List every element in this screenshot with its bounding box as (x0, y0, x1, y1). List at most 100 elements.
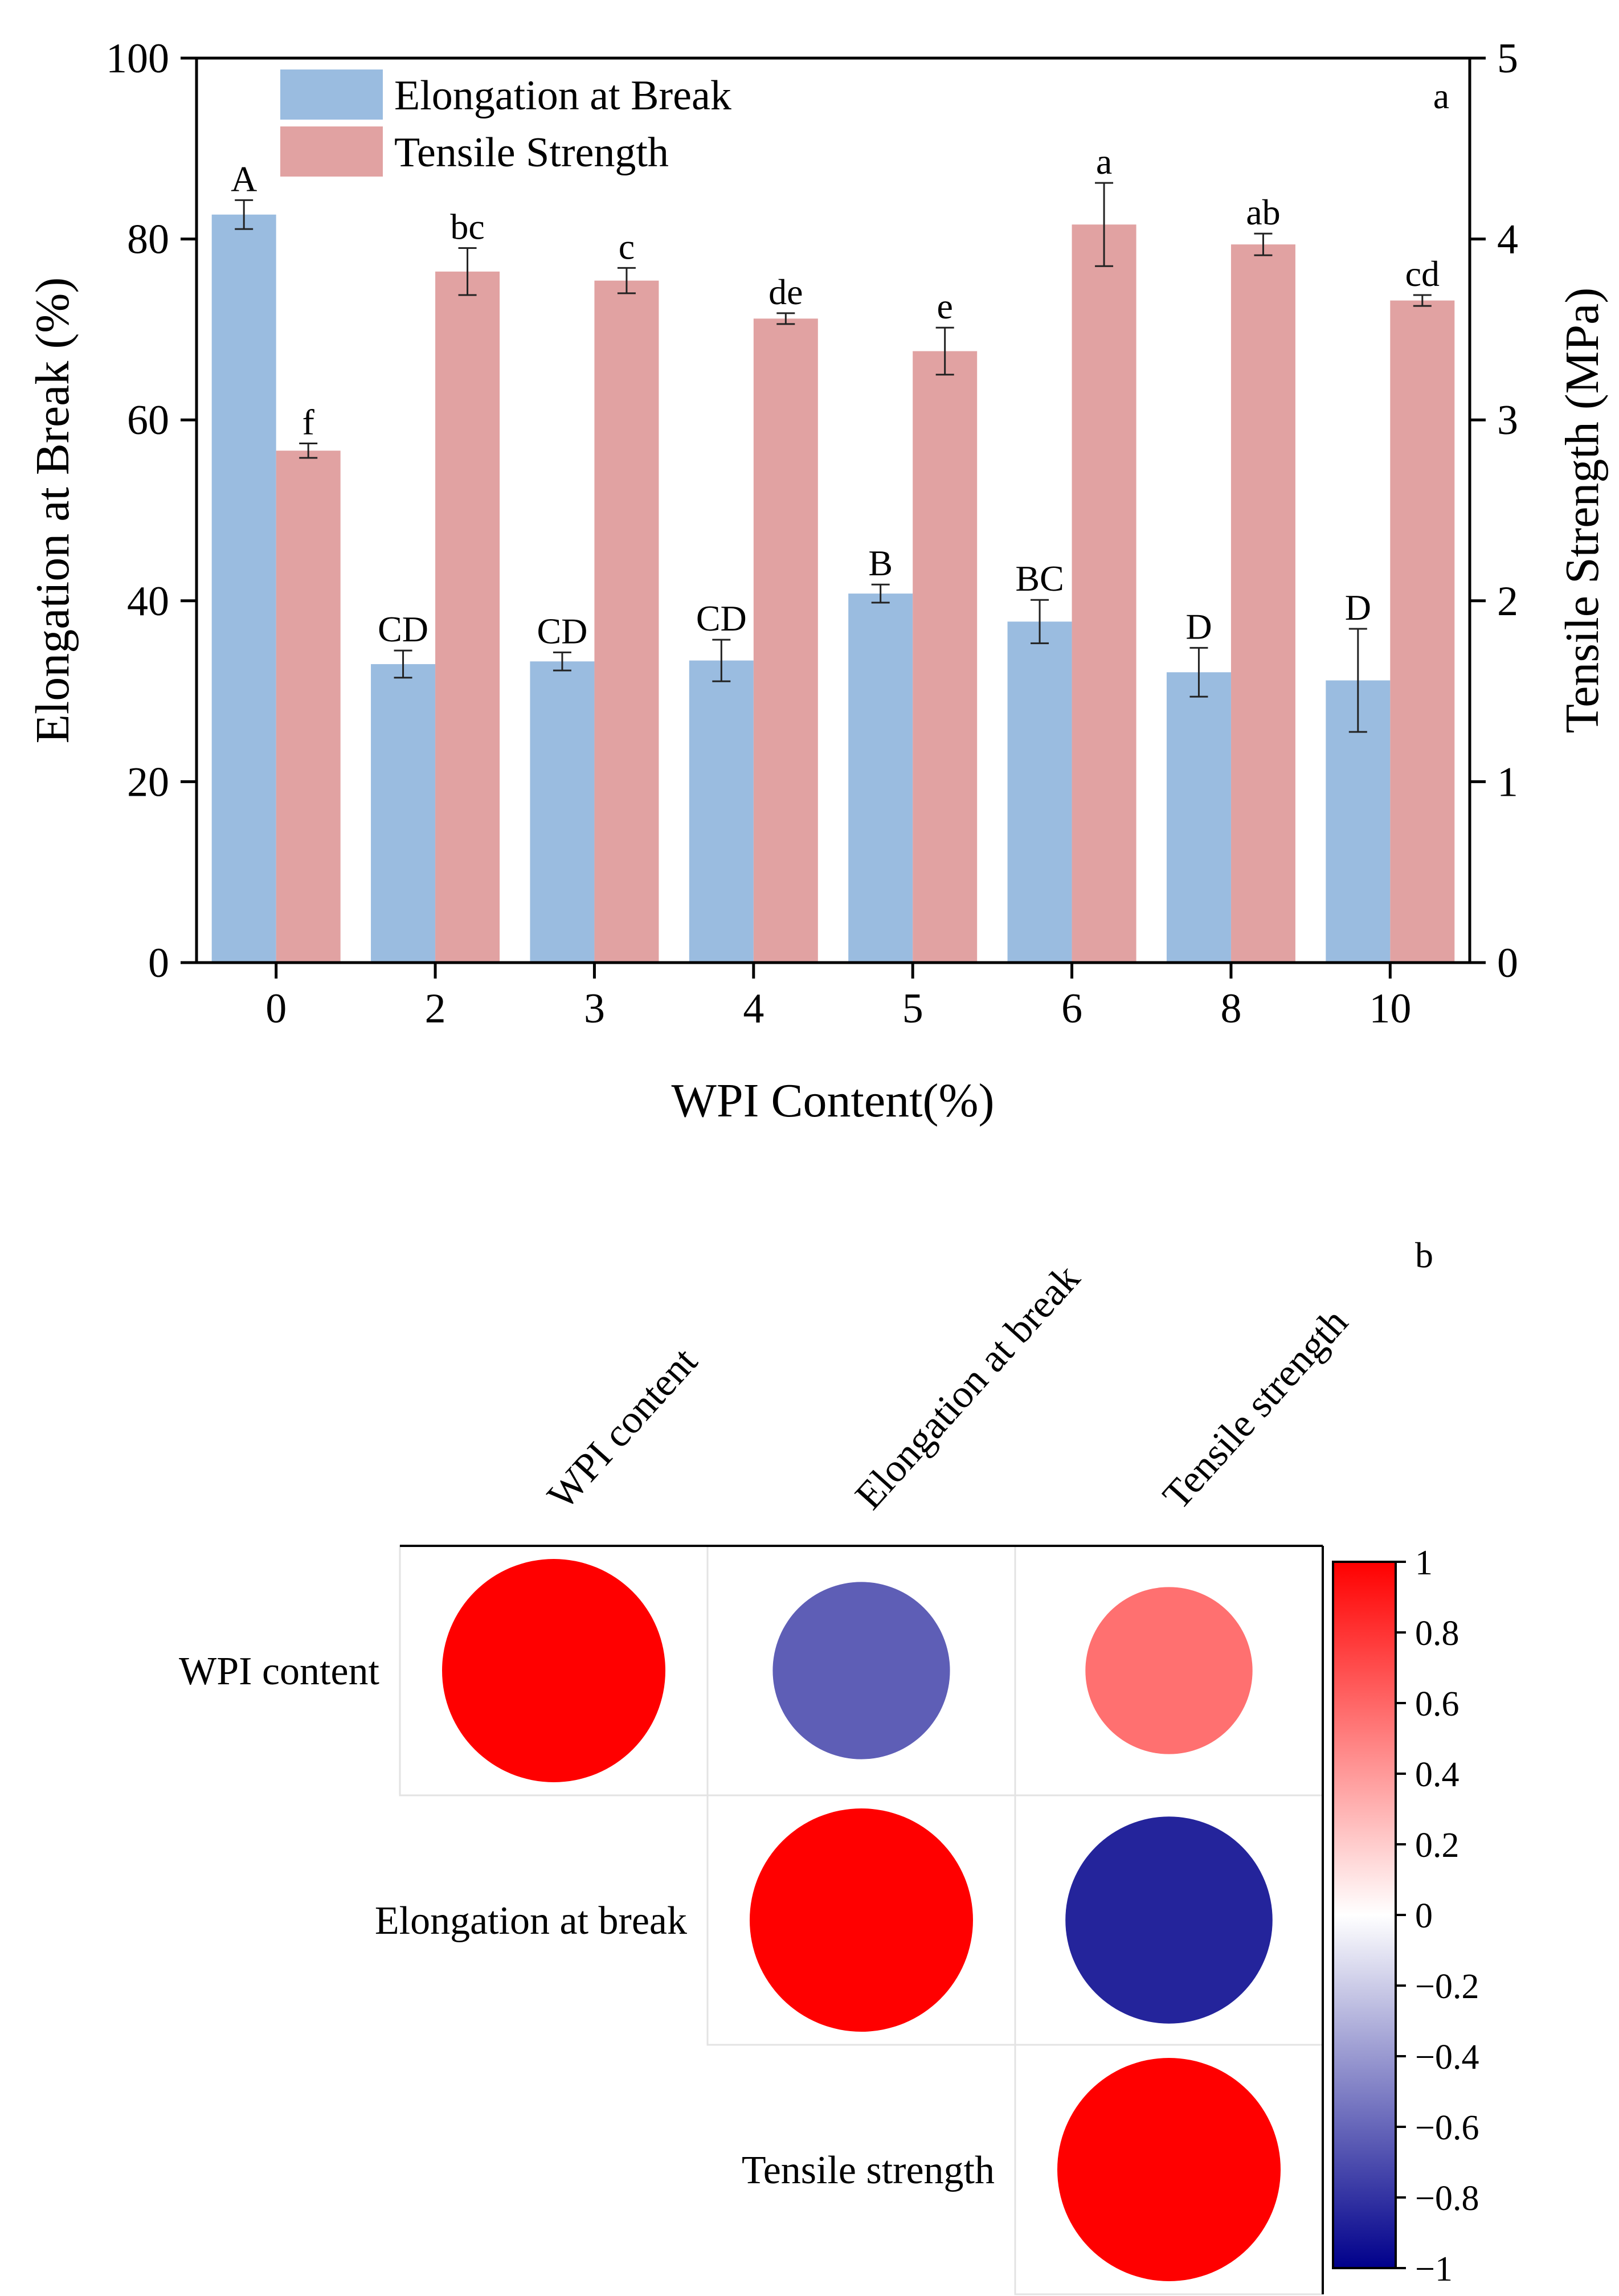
significance-label: A (231, 158, 257, 199)
correlation-circle (1065, 1816, 1273, 2024)
significance-label: BC (1015, 558, 1064, 599)
legend-label-tensile: Tensile Strength (394, 129, 669, 176)
bar-tensile-10 (1390, 300, 1455, 963)
bar-elongation-6 (1007, 621, 1072, 963)
colorbar (1332, 1561, 1397, 2269)
bar-tensile-5 (913, 351, 978, 963)
significance-label: B (868, 543, 893, 583)
row-label: Tensile strength (742, 2148, 995, 2192)
row-label: Elongation at break (375, 1899, 687, 1943)
legend-swatch-elongation (280, 69, 383, 120)
bar-tensile-3 (594, 280, 659, 963)
left-axis-label: Elongation at Break (%) (26, 277, 79, 744)
column-label: Tensile strength (1155, 1300, 1356, 1518)
colorbar-ticks: 1 0.8 0.6 0.4 0.2 0 −0.2 −0.4 −0.6 −0.8 −1 (1396, 1544, 1479, 2289)
right-tick-label: 0 (1497, 940, 1518, 987)
error-bar (1413, 294, 1432, 307)
colorbar-tick-label: 0.2 (1415, 1826, 1459, 1865)
x-tick-label: 3 (584, 985, 605, 1032)
matrix-grid (399, 1545, 1324, 2295)
colorbar-tick-label: −1 (1415, 2250, 1453, 2289)
x-tick-label: 8 (1220, 985, 1241, 1032)
x-tick-label: 4 (743, 985, 764, 1032)
significance-label: cd (1405, 253, 1440, 294)
left-tick-label: 40 (127, 578, 169, 625)
significance-label: a (1096, 141, 1112, 182)
bar-elongation-4 (689, 660, 754, 963)
left-tick-label: 0 (148, 940, 169, 987)
right-tick-label: 3 (1497, 397, 1518, 444)
correlation-circle (772, 1582, 950, 1759)
colorbar-tick-label: −0.6 (1415, 2109, 1479, 2147)
correlation-circle (1057, 2058, 1281, 2281)
significance-label: CD (696, 598, 747, 639)
right-tick-label: 5 (1497, 35, 1518, 82)
error-bar (1348, 628, 1367, 733)
row-label: WPI content (179, 1650, 379, 1693)
error-bar (776, 312, 795, 325)
colorbar-tick-label: 0 (1415, 1897, 1433, 1935)
x-tick-label: 6 (1061, 985, 1082, 1032)
error-bar (1189, 646, 1208, 698)
colorbar-tick-label: −0.4 (1415, 2038, 1479, 2077)
error-bar (1254, 232, 1273, 256)
error-bar (458, 247, 477, 296)
bars (211, 214, 1455, 963)
x-tick-label: 2 (425, 985, 446, 1032)
column-labels: WPI content Elongation at break Tensile st… (539, 1257, 1356, 1518)
left-tick-label: 100 (106, 35, 169, 82)
bar-elongation-0 (211, 214, 276, 963)
significance-label: f (302, 402, 315, 442)
bar-tensile-6 (1072, 224, 1136, 963)
plot-frame (195, 56, 1471, 964)
bar-elongation-8 (1166, 672, 1231, 963)
panel-label-a: a (1433, 76, 1449, 116)
significance-label: D (1345, 587, 1371, 628)
bar-elongation-5 (848, 594, 913, 963)
colorbar-tick-label: −0.2 (1415, 1967, 1479, 2006)
row-labels: WPI content Elongation at break Tensile st… (179, 1650, 995, 2192)
colorbar-tick-label: −0.8 (1415, 2179, 1479, 2218)
x-tick-label: 0 (265, 985, 287, 1032)
column-label: WPI content (539, 1339, 706, 1517)
error-bar (299, 442, 318, 459)
right-axis-label: Tensile Strength (MPa) (1556, 288, 1609, 734)
left-tick-label: 20 (127, 759, 169, 805)
error-bar (712, 639, 731, 682)
significance-label: e (937, 286, 952, 326)
significance-label: c (619, 226, 635, 267)
significance-label: CD (537, 611, 587, 651)
colorbar-tick-label: 0.8 (1415, 1614, 1459, 1653)
significance-label: CD (378, 609, 428, 649)
bar-tensile-2 (435, 271, 500, 963)
significance-label: de (768, 272, 803, 312)
left-axis-ticks: 0 20 40 60 80 100 (106, 35, 197, 987)
error-bar (1031, 599, 1049, 644)
left-tick-label: 60 (127, 397, 169, 444)
x-tick-label: 5 (902, 985, 923, 1032)
error-bar (617, 267, 636, 294)
x-axis-ticks: 0 2 3 4 5 6 8 10 (265, 963, 1411, 1032)
bar-elongation-2 (371, 664, 436, 963)
column-label: Elongation at break (847, 1257, 1089, 1518)
colorbar-tick-label: 0.6 (1415, 1685, 1459, 1724)
error-bar (235, 199, 254, 230)
error-bar (394, 649, 412, 679)
legend: Elongation at Break Tensile Strength (280, 69, 731, 177)
error-bars (235, 182, 1432, 733)
correlation-circle (442, 1559, 665, 1782)
colorbar-tick-label: 1 (1415, 1544, 1433, 1582)
significance-label: D (1185, 606, 1212, 646)
error-bar (1095, 182, 1114, 267)
bar-tensile-4 (753, 318, 818, 963)
correlation-circle (750, 1808, 973, 2032)
bar-tensile-8 (1230, 244, 1295, 963)
bar-tensile-0 (276, 451, 341, 963)
error-bar (935, 326, 954, 376)
error-bar (553, 651, 571, 672)
left-tick-label: 80 (127, 216, 169, 263)
panel-b-correlation-matrix: WPI content Elongation at break Tensile st… (179, 1235, 1479, 2295)
right-axis-ticks: 0 1 2 3 4 5 (1470, 35, 1518, 987)
